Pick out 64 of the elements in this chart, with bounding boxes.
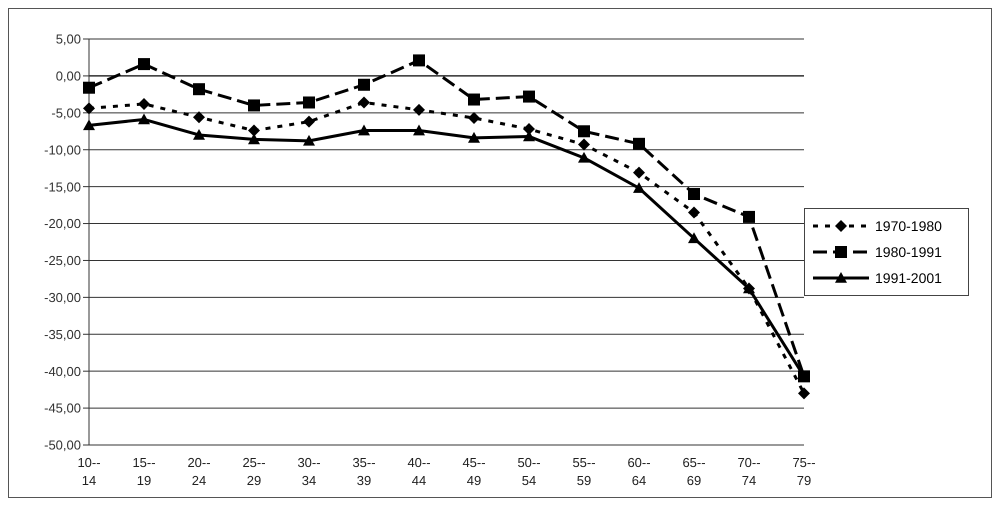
y-tick-label: -5,00 <box>51 105 81 120</box>
point <box>798 387 810 400</box>
point <box>193 128 205 140</box>
point <box>83 102 95 114</box>
point <box>193 83 205 96</box>
point <box>83 119 95 130</box>
legend-label: 1970-1980 <box>875 218 942 234</box>
x-tick-label: 35--39 <box>352 455 376 488</box>
point <box>468 112 480 124</box>
y-tick-label: 5,00 <box>56 32 81 47</box>
point <box>633 182 645 193</box>
y-tick-label: -45,00 <box>44 400 81 416</box>
point <box>413 54 425 66</box>
x-tick-label: 10--14 <box>77 455 101 488</box>
point <box>578 152 590 163</box>
point <box>468 132 480 143</box>
point <box>138 113 150 124</box>
point <box>358 78 370 91</box>
x-tick-label: 65--69 <box>682 455 706 488</box>
point <box>633 166 645 179</box>
y-tick-label: -30,00 <box>44 290 81 305</box>
x-tick-label: 50--54 <box>517 455 541 488</box>
y-tick-label: -50,00 <box>44 438 81 453</box>
x-tick-label: 20--24 <box>187 455 211 488</box>
x-tick-label: 70--74 <box>737 455 761 488</box>
point <box>303 116 315 128</box>
point <box>303 96 315 108</box>
x-tick-label: 45--49 <box>462 455 486 488</box>
point <box>578 125 590 138</box>
point <box>413 124 425 136</box>
y-tick-label: -25,00 <box>44 253 81 268</box>
point <box>83 82 95 94</box>
point <box>688 206 700 218</box>
point <box>303 134 315 146</box>
x-tick-label: 40--44 <box>407 455 431 488</box>
y-tick-label: 0,00 <box>56 68 81 84</box>
point <box>633 138 645 150</box>
point <box>138 98 150 110</box>
point <box>688 188 700 200</box>
x-tick-label: 30--34 <box>297 455 321 488</box>
x-tick-label: 25--29 <box>242 455 266 488</box>
y-tick-label: -10,00 <box>44 142 81 158</box>
x-tick-label: 15--19 <box>132 455 156 488</box>
legend-label: 1980-1991 <box>875 244 942 260</box>
x-tick-label: 60--64 <box>627 455 651 488</box>
point <box>138 58 150 70</box>
point <box>358 124 370 136</box>
point <box>578 138 590 151</box>
point <box>468 94 480 106</box>
x-tick-label: 55--59 <box>572 455 596 488</box>
point <box>193 111 205 124</box>
y-tick-label: -20,00 <box>44 216 81 232</box>
point <box>248 99 260 112</box>
point <box>688 232 700 244</box>
point <box>413 104 425 116</box>
point <box>358 96 370 108</box>
y-tick-label: -35,00 <box>44 326 81 342</box>
point <box>248 124 260 137</box>
legend-label: 1991-2001 <box>875 270 942 286</box>
x-tick-label: 75--79 <box>792 455 816 488</box>
point <box>743 210 755 223</box>
point <box>523 90 535 103</box>
y-tick-label: -40,00 <box>44 364 81 379</box>
y-tick-label: -15,00 <box>44 179 81 194</box>
